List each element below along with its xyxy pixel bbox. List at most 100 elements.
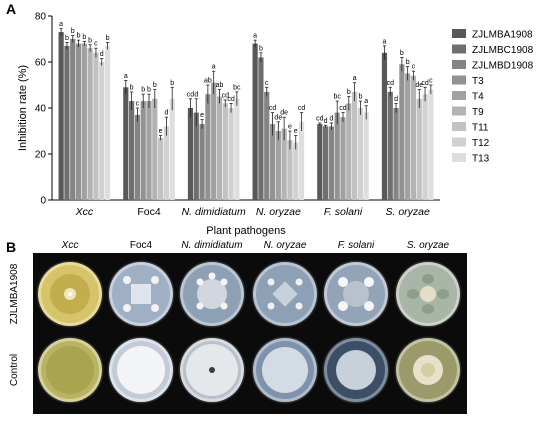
bacterial-streak [422,274,434,284]
dish-f-solani-control [322,336,390,404]
bar [328,126,334,200]
bar [228,108,234,200]
bar [357,108,363,200]
bar [298,121,305,200]
significance-letter: bc [333,94,341,101]
significance-letter: d [329,115,333,122]
bar [428,89,434,200]
legend-swatch [452,91,466,100]
y-tick-label: 80 [35,12,47,23]
petri-dish-photo-grid: B Xcc Foc4 N. dimidiatum N. oryzae F. solani… [6,239,467,414]
panel-a-chart: A 0 20 40 60 80 Inhibition rate (%) Plant path… [6,1,534,237]
fungal-colony [295,302,303,310]
x-axis-label: Plant pathogens [206,225,286,237]
dish-n-dimidiatum-treated [178,260,246,328]
legend-label: T13 [472,154,490,165]
fungal-colony [123,304,131,312]
significance-letter: cd [339,105,347,112]
bar [258,57,264,201]
significance-letter: a [253,33,257,40]
fungal-colony [151,304,159,312]
x-tick-label: N. dimidiatum [182,206,246,218]
photo-column-label: N. dimidiatum [181,240,242,251]
fungal-mycelium [262,347,308,393]
fungal-colony [196,278,204,286]
bar [193,112,199,200]
dish-n-oryzae-treated [251,260,319,328]
legend-swatch [452,153,466,162]
significance-letter: b [170,80,174,87]
significance-letter: b [358,94,362,101]
bar [264,91,270,200]
legend-swatch [452,137,466,147]
bar [211,82,217,200]
significance-letter: b [82,34,86,41]
significance-letter: cd [298,105,306,112]
significance-letter: b [130,84,134,91]
significance-letter: d [324,118,328,125]
bar [222,103,228,200]
significance-letter: d [194,91,198,98]
significance-letter: e [159,128,163,135]
bar [381,52,388,200]
bar [169,98,175,200]
bar [416,98,422,200]
fungal-colony-main [343,281,369,307]
bar [275,131,281,200]
significance-letter: de [280,110,288,117]
bar [64,45,70,201]
significance-letter: cd [269,105,277,112]
fungal-colony [220,278,228,286]
significance-letter: b [88,37,92,44]
panel-b-letter: B [6,239,16,255]
fungal-mycelium [117,346,165,394]
x-tick-label: N. oryzae [256,206,301,218]
bar [99,62,105,200]
bar [152,98,158,200]
bar [146,101,152,200]
significance-letter: cd [227,96,235,103]
y-tick-label: 0 [40,196,46,207]
significance-letter: e [200,112,204,119]
significance-letter: c [265,80,269,87]
bar [393,108,399,200]
significance-letter: cd [187,91,195,98]
significance-letter: a [353,75,357,82]
bar [87,48,93,201]
fungal-colony [196,302,204,310]
bar [405,73,411,200]
fungal-colony [267,278,275,286]
x-tick-label: Xcc [75,206,94,218]
bar [199,124,205,200]
y-tick-label: 20 [35,150,47,161]
significance-letter: c [136,101,140,108]
significance-letter: b [65,35,69,42]
dish-foc4-control [107,336,175,404]
fungal-colony [420,286,436,302]
significance-letter: b [147,87,151,94]
photo-row-label: ZJLMBA1908 [9,263,20,324]
legend-label: T11 [472,123,489,134]
photo-column-label: Foc4 [130,240,153,251]
bar [422,94,428,200]
colony-center [421,363,435,377]
dish-foc4-treated [107,260,175,328]
dish-n-oryzae-control [251,336,319,404]
photo-background [33,253,467,414]
bacterial-streak [422,304,434,314]
fungal-colony [208,272,216,280]
inhibited-colony [272,281,298,307]
x-tick-label: Foc4 [137,206,161,218]
bar [334,112,340,200]
fungal-colony [364,277,374,287]
significance-letter: cd [421,80,429,87]
significance-letter: c [429,78,433,85]
legend-swatch [452,122,466,131]
legend-label: ZJLMBA1908 [472,30,533,41]
significance-letter: de [415,82,423,89]
panel-b-photos: B Xcc Foc4 N. dimidiatum N. oryzae F. solani… [0,238,550,416]
bar [252,43,258,200]
bar [104,45,111,201]
panel-a-letter: A [6,1,16,17]
bar [140,101,146,200]
